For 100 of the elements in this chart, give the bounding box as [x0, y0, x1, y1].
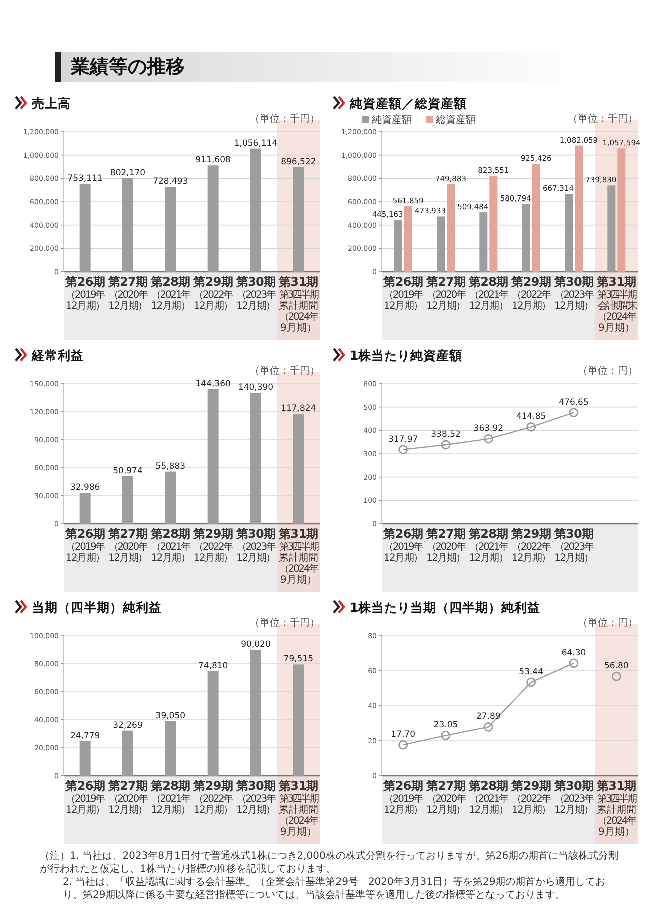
x-tick-label: 第30期（2023年12月期）	[553, 779, 594, 816]
bar	[165, 472, 176, 524]
data-label: 317.97	[388, 434, 418, 445]
legend-label: 総資産額	[435, 114, 476, 126]
bar	[404, 206, 412, 272]
x-tick-label: 第30期（2023年12月期）	[553, 275, 594, 312]
text: （単位：千円）	[568, 113, 638, 125]
x-tick-label: 第29期（2022年12月期）	[192, 275, 234, 312]
bar	[575, 146, 583, 272]
x-tick-label: 第29期（2022年12月期）	[510, 779, 552, 816]
x-tick-label: 第27期（2020年12月期）	[425, 779, 466, 816]
x-tick-label: 第31期第3四半期累計期間（2024年9月期）	[278, 527, 320, 586]
text: 2. 当社は、「収益認識に関する会計基準」（企業会計基準第29号 2020年3月31日）等を第29期の期首から適用しており、第29期以降に係る主要な経営指標等については、当該会計基準等を適用した後の指標等となっております。	[62, 876, 607, 902]
data-label: 27.89	[476, 712, 501, 722]
x-tick-label: 第29期（2022年12月期）	[510, 527, 552, 564]
x-tick-label: 第26期（2019年12月期）	[64, 275, 106, 312]
text: 業績等の推移	[55, 52, 595, 82]
bar	[293, 167, 304, 272]
data-label: 55,883	[156, 462, 186, 472]
bar	[394, 220, 402, 272]
bar	[447, 184, 455, 272]
point	[569, 408, 579, 418]
data-label: 32,986	[70, 483, 100, 494]
x-tick-label: 第30期（2023年12月期）	[235, 779, 276, 816]
x-tick-label: 第26期（2019年12月期）	[382, 779, 424, 816]
x-tick-label: 第31期第3四半期累計期間（2024年9月期）	[278, 275, 320, 334]
x-tick-label: 第30期（2023年12月期）	[235, 275, 276, 312]
point	[526, 678, 536, 688]
x-tick-label: 第31期第3四半期会計期間末（2024年9月期）	[596, 275, 638, 334]
data-label: 728,493	[153, 177, 188, 188]
point	[484, 434, 494, 444]
data-label: 1,056,114	[234, 138, 278, 149]
data-label: 911,608	[196, 156, 231, 166]
point	[441, 440, 451, 450]
point	[398, 445, 408, 455]
x-tick-label: 第28期（2021年12月期）	[150, 779, 192, 816]
bar	[437, 216, 445, 272]
bar	[293, 664, 304, 776]
text: （単位：千円）	[250, 365, 320, 377]
bar	[122, 730, 134, 776]
text: （単位：円）	[578, 365, 638, 377]
text: （単位：千円）	[250, 617, 320, 629]
x-tick-label: 第26期（2019年12月期）	[64, 779, 106, 816]
legend-label: 純資産額	[372, 114, 412, 126]
bar	[165, 721, 176, 776]
point	[441, 730, 451, 740]
x-tick-label: 第28期（2021年12月期）	[150, 275, 192, 312]
x-tick-label: 第27期（2020年12月期）	[107, 275, 148, 312]
chart-title: 1株当たり純資産額	[350, 348, 463, 363]
data-label: 56.80	[604, 662, 629, 672]
data-label: 144,360	[196, 379, 231, 390]
x-tick-label: 第30期（2023年12月期）	[235, 527, 276, 564]
bar	[532, 164, 540, 272]
bar	[293, 414, 304, 524]
data-label: 140,390	[238, 382, 274, 393]
x-tick-label: 第26期（2019年12月期）	[64, 527, 106, 564]
bar	[618, 148, 626, 272]
bar	[490, 176, 498, 272]
bar	[250, 392, 262, 524]
data-label: 753,111	[68, 174, 103, 184]
point	[569, 658, 579, 668]
chart-title: 売上高	[32, 96, 71, 111]
chart-title: 当期（四半期）純利益	[32, 600, 162, 615]
x-tick-label: 第29期（2022年12月期）	[510, 275, 552, 312]
x-tick-label: 第29期（2022年12月期）	[192, 779, 234, 816]
x-tick-label: 第27期（2020年12月期）	[107, 779, 148, 816]
bar	[165, 187, 176, 272]
bar	[522, 204, 530, 272]
point	[398, 740, 408, 750]
x-tick-label: 第27期（2020年12月期）	[425, 275, 466, 312]
x-tick-label: 第31期第3四半期累計期間（2024年9月期）	[278, 779, 320, 838]
data-label: 64.30	[562, 648, 586, 658]
bar	[208, 166, 219, 272]
bar	[80, 184, 91, 272]
bar	[122, 178, 134, 272]
point	[526, 422, 536, 432]
bar	[122, 476, 134, 524]
data-label: 79,515	[284, 654, 314, 665]
chart-title: 純資産額／総資産額	[349, 96, 467, 111]
x-tick-label: 第28期（2021年12月期）	[468, 275, 510, 312]
bar	[565, 194, 573, 272]
text: （注）1. 当社は、2023年8月1日付で普通株式1株につき2,000株の株式分割を行っておりますが、第26期の期首に当該株式分割が行われたと仮定し、1株当たり指標の推移を記載しております。	[40, 850, 620, 876]
x-tick-label: 第27期（2020年12月期）	[425, 527, 466, 564]
bar	[250, 148, 262, 272]
bar	[80, 493, 91, 524]
data-label: 896,522	[281, 157, 316, 168]
x-tick-label: 第26期（2019年12月期）	[382, 527, 424, 564]
bar	[608, 186, 616, 272]
data-label: 32,269	[113, 720, 143, 731]
bar	[208, 389, 219, 524]
data-label: 338.52	[431, 430, 461, 440]
x-tick-label: 第27期（2020年12月期）	[107, 527, 148, 564]
bar	[480, 212, 488, 272]
x-tick-label: 第29期（2022年12月期）	[192, 527, 234, 564]
data-label: 74,810	[198, 661, 228, 672]
point	[612, 672, 622, 682]
x-tick-label: 第28期（2021年12月期）	[468, 779, 510, 816]
data-label: 39,050	[156, 711, 186, 722]
data-label: 363.92	[474, 424, 504, 434]
point	[484, 722, 494, 732]
